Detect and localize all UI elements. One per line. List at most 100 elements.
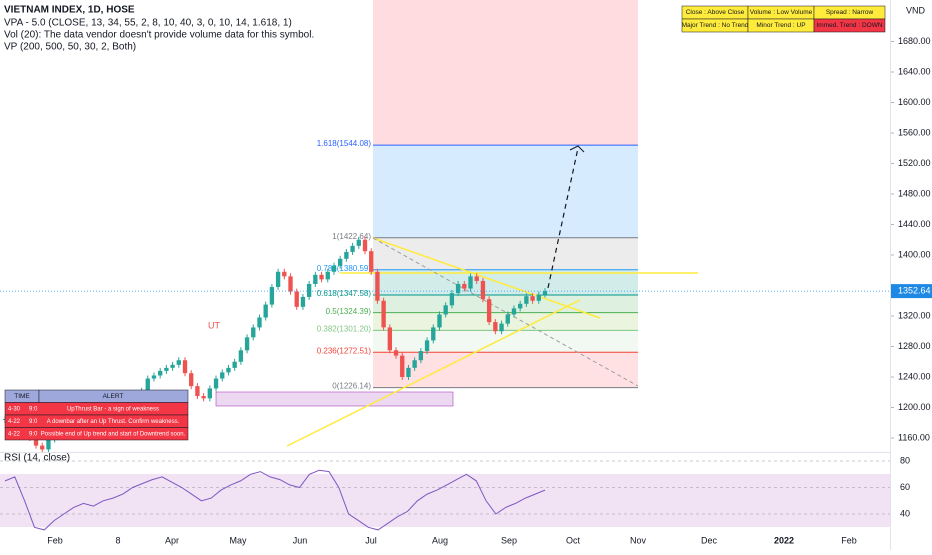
candle xyxy=(331,265,337,272)
price-tick-label: 1320.00 xyxy=(898,310,931,320)
candle xyxy=(406,367,411,377)
time-label: Nov xyxy=(630,535,647,545)
target-projection xyxy=(547,147,579,289)
rsi-label: RSI (14, close) xyxy=(4,453,70,464)
candle xyxy=(294,291,299,307)
candle xyxy=(257,317,262,328)
price-tick-label: 1520.00 xyxy=(898,158,931,168)
candle xyxy=(325,271,330,280)
alert-text: A downbar after an Up Thrust. Confirm we… xyxy=(47,419,180,425)
time-label: Apr xyxy=(165,535,179,545)
time-label: Oct xyxy=(566,535,581,545)
price-tick-label: 1240.00 xyxy=(898,371,931,381)
candle xyxy=(387,327,392,351)
candle xyxy=(269,287,275,305)
candle xyxy=(393,350,399,356)
candle xyxy=(288,276,293,292)
alert-text: UpThrust Bar - a sign of weakness xyxy=(67,406,159,412)
candle xyxy=(226,367,231,373)
arrow-head xyxy=(569,145,585,153)
candle xyxy=(40,445,45,450)
last-price-label: 1352.64 xyxy=(898,285,931,295)
last-price-box xyxy=(891,284,932,299)
candle xyxy=(263,304,268,318)
time-label: Feb xyxy=(47,535,63,545)
alert-text: 9:0 xyxy=(29,419,38,425)
candle xyxy=(201,396,206,399)
candle xyxy=(151,375,157,379)
fib-label: 0.5(1324.39) xyxy=(326,307,372,316)
drawings xyxy=(215,145,698,447)
rsi-tick-label: 80 xyxy=(900,455,910,465)
fib-label: 0.236(1272.51) xyxy=(317,346,372,355)
status-text: Spread : Narrow xyxy=(826,9,874,16)
candle xyxy=(319,274,324,280)
candle xyxy=(164,367,169,371)
fib-zone xyxy=(373,330,638,353)
alert-header-text: ALERT xyxy=(103,393,124,400)
candle xyxy=(207,388,212,399)
price-tick-label: 1680.00 xyxy=(898,36,931,46)
status-cell xyxy=(813,18,886,33)
candle xyxy=(300,296,306,307)
axes: 1680.00 1640.00 1600.00 1560.00 1520.00 1480.… xyxy=(0,36,932,545)
alert-header-text: TIME xyxy=(14,393,30,400)
candle xyxy=(232,361,237,368)
price-tick-label: 1440.00 xyxy=(898,219,931,229)
price-tick-label: 1200.00 xyxy=(898,402,931,412)
alert-text: 9:0 xyxy=(29,431,38,437)
candle xyxy=(536,294,541,301)
candle xyxy=(511,308,517,315)
price-tick-label: 1160.00 xyxy=(898,432,930,442)
candle xyxy=(518,303,523,309)
rsi-band xyxy=(0,474,890,527)
candle xyxy=(443,305,448,315)
candle xyxy=(176,360,181,365)
candle xyxy=(381,300,386,328)
candle xyxy=(213,378,219,389)
candle xyxy=(189,373,194,387)
candle xyxy=(238,350,244,362)
candle xyxy=(400,355,405,377)
price-tick-label: 1560.00 xyxy=(898,127,931,137)
alert-text: 9:0 xyxy=(29,406,38,412)
candle xyxy=(455,283,461,294)
price-tick-label: 1600.00 xyxy=(898,97,931,107)
candle xyxy=(375,271,380,301)
candle xyxy=(418,351,424,361)
rsi-line xyxy=(4,469,546,531)
alert-text: Possible end of Up trend and start of Do… xyxy=(41,431,186,437)
candle xyxy=(431,327,436,341)
time-label: 2022 xyxy=(774,535,794,545)
candle xyxy=(356,239,361,246)
rsi-tick-label: 60 xyxy=(900,482,910,492)
status-text: Minor Trend : UP xyxy=(756,22,805,29)
alert-text: 4-30 xyxy=(8,406,21,412)
candle xyxy=(182,360,188,374)
signal-marker: UT xyxy=(208,320,220,330)
candle xyxy=(282,271,287,277)
candle xyxy=(145,378,150,391)
alert-row xyxy=(4,427,189,441)
candle xyxy=(338,258,343,266)
currency: VND xyxy=(906,5,926,15)
candle xyxy=(33,438,39,446)
indicator-label: VPA - 5.0 (CLOSE, 13, 34, 55, 2, 8, 10, … xyxy=(4,18,292,29)
candle xyxy=(220,372,225,379)
time-label: Feb xyxy=(841,535,857,545)
candle xyxy=(244,337,250,351)
fib-zone xyxy=(373,237,638,270)
alert-text: 4-22 xyxy=(8,419,21,425)
candle xyxy=(350,245,355,252)
alert-text: 4-22 xyxy=(8,431,21,437)
pane-separator xyxy=(0,452,890,453)
candle xyxy=(505,314,510,324)
candle xyxy=(412,360,417,368)
candle xyxy=(275,271,281,288)
fib-label: 0.786(1380.59) xyxy=(317,264,372,273)
candle xyxy=(480,280,486,300)
candle xyxy=(493,322,498,332)
time-label: Aug xyxy=(432,535,448,545)
fib-label: 0.618(1347.58) xyxy=(317,289,372,298)
fib-zone xyxy=(373,0,638,146)
